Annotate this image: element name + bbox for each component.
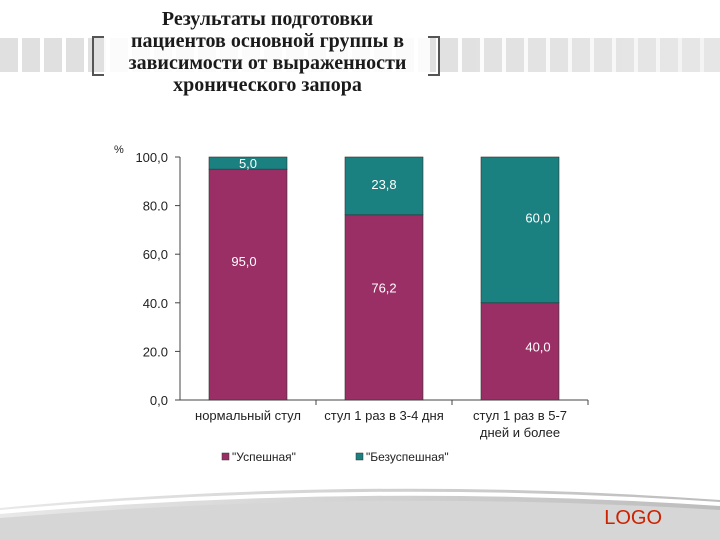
title-line-1: Результаты подготовки	[161, 8, 374, 30]
legend-swatch	[221, 452, 230, 461]
bar-segment	[480, 302, 560, 401]
x-tick-label: стул 1 раз в 3-4 дня	[324, 408, 443, 423]
title-line-4: хронического запора	[173, 74, 362, 96]
y-tick-label: 80.0	[143, 199, 168, 214]
data-label: 76,2	[371, 281, 396, 296]
x-tick-label: дней и более	[480, 425, 560, 440]
data-label: 5,0	[239, 156, 257, 171]
legend-swatch	[355, 452, 364, 461]
y-tick-label: 40.0	[143, 296, 168, 311]
title-bracket-left	[92, 36, 104, 76]
data-label: 23,8	[371, 177, 396, 192]
x-tick-label: нормальный стул	[195, 408, 301, 423]
logo-text: LOGO	[604, 507, 662, 529]
y-tick-label: 100,0	[135, 150, 168, 165]
bar-segment	[344, 156, 424, 216]
title-line-2: пациентов основной группы в	[131, 30, 404, 52]
bar-segment	[208, 156, 288, 170]
data-label: 40,0	[525, 339, 550, 354]
data-label: 60,0	[525, 211, 550, 226]
slide-title: Результаты подготовки пациентов основной…	[95, 8, 440, 96]
y-tick-label: 60,0	[143, 247, 168, 262]
legend-label: "Успешная"	[232, 450, 296, 464]
title-line-3: зависимости от выраженности	[128, 52, 407, 74]
bar-segment	[344, 214, 424, 401]
bar-segment	[208, 168, 288, 401]
y-tick-label: 0,0	[150, 393, 168, 408]
title-bracket-right	[428, 36, 440, 76]
y-axis-unit: %	[114, 144, 124, 156]
y-tick-label: 20.0	[143, 344, 168, 359]
title-background	[104, 10, 430, 96]
data-label: 95,0	[231, 254, 256, 269]
x-tick-label: стул 1 раз в 5-7	[473, 408, 567, 423]
legend-label: "Безуспешная"	[366, 450, 449, 464]
footer-swoosh	[0, 488, 720, 540]
bar-segment	[480, 156, 560, 304]
